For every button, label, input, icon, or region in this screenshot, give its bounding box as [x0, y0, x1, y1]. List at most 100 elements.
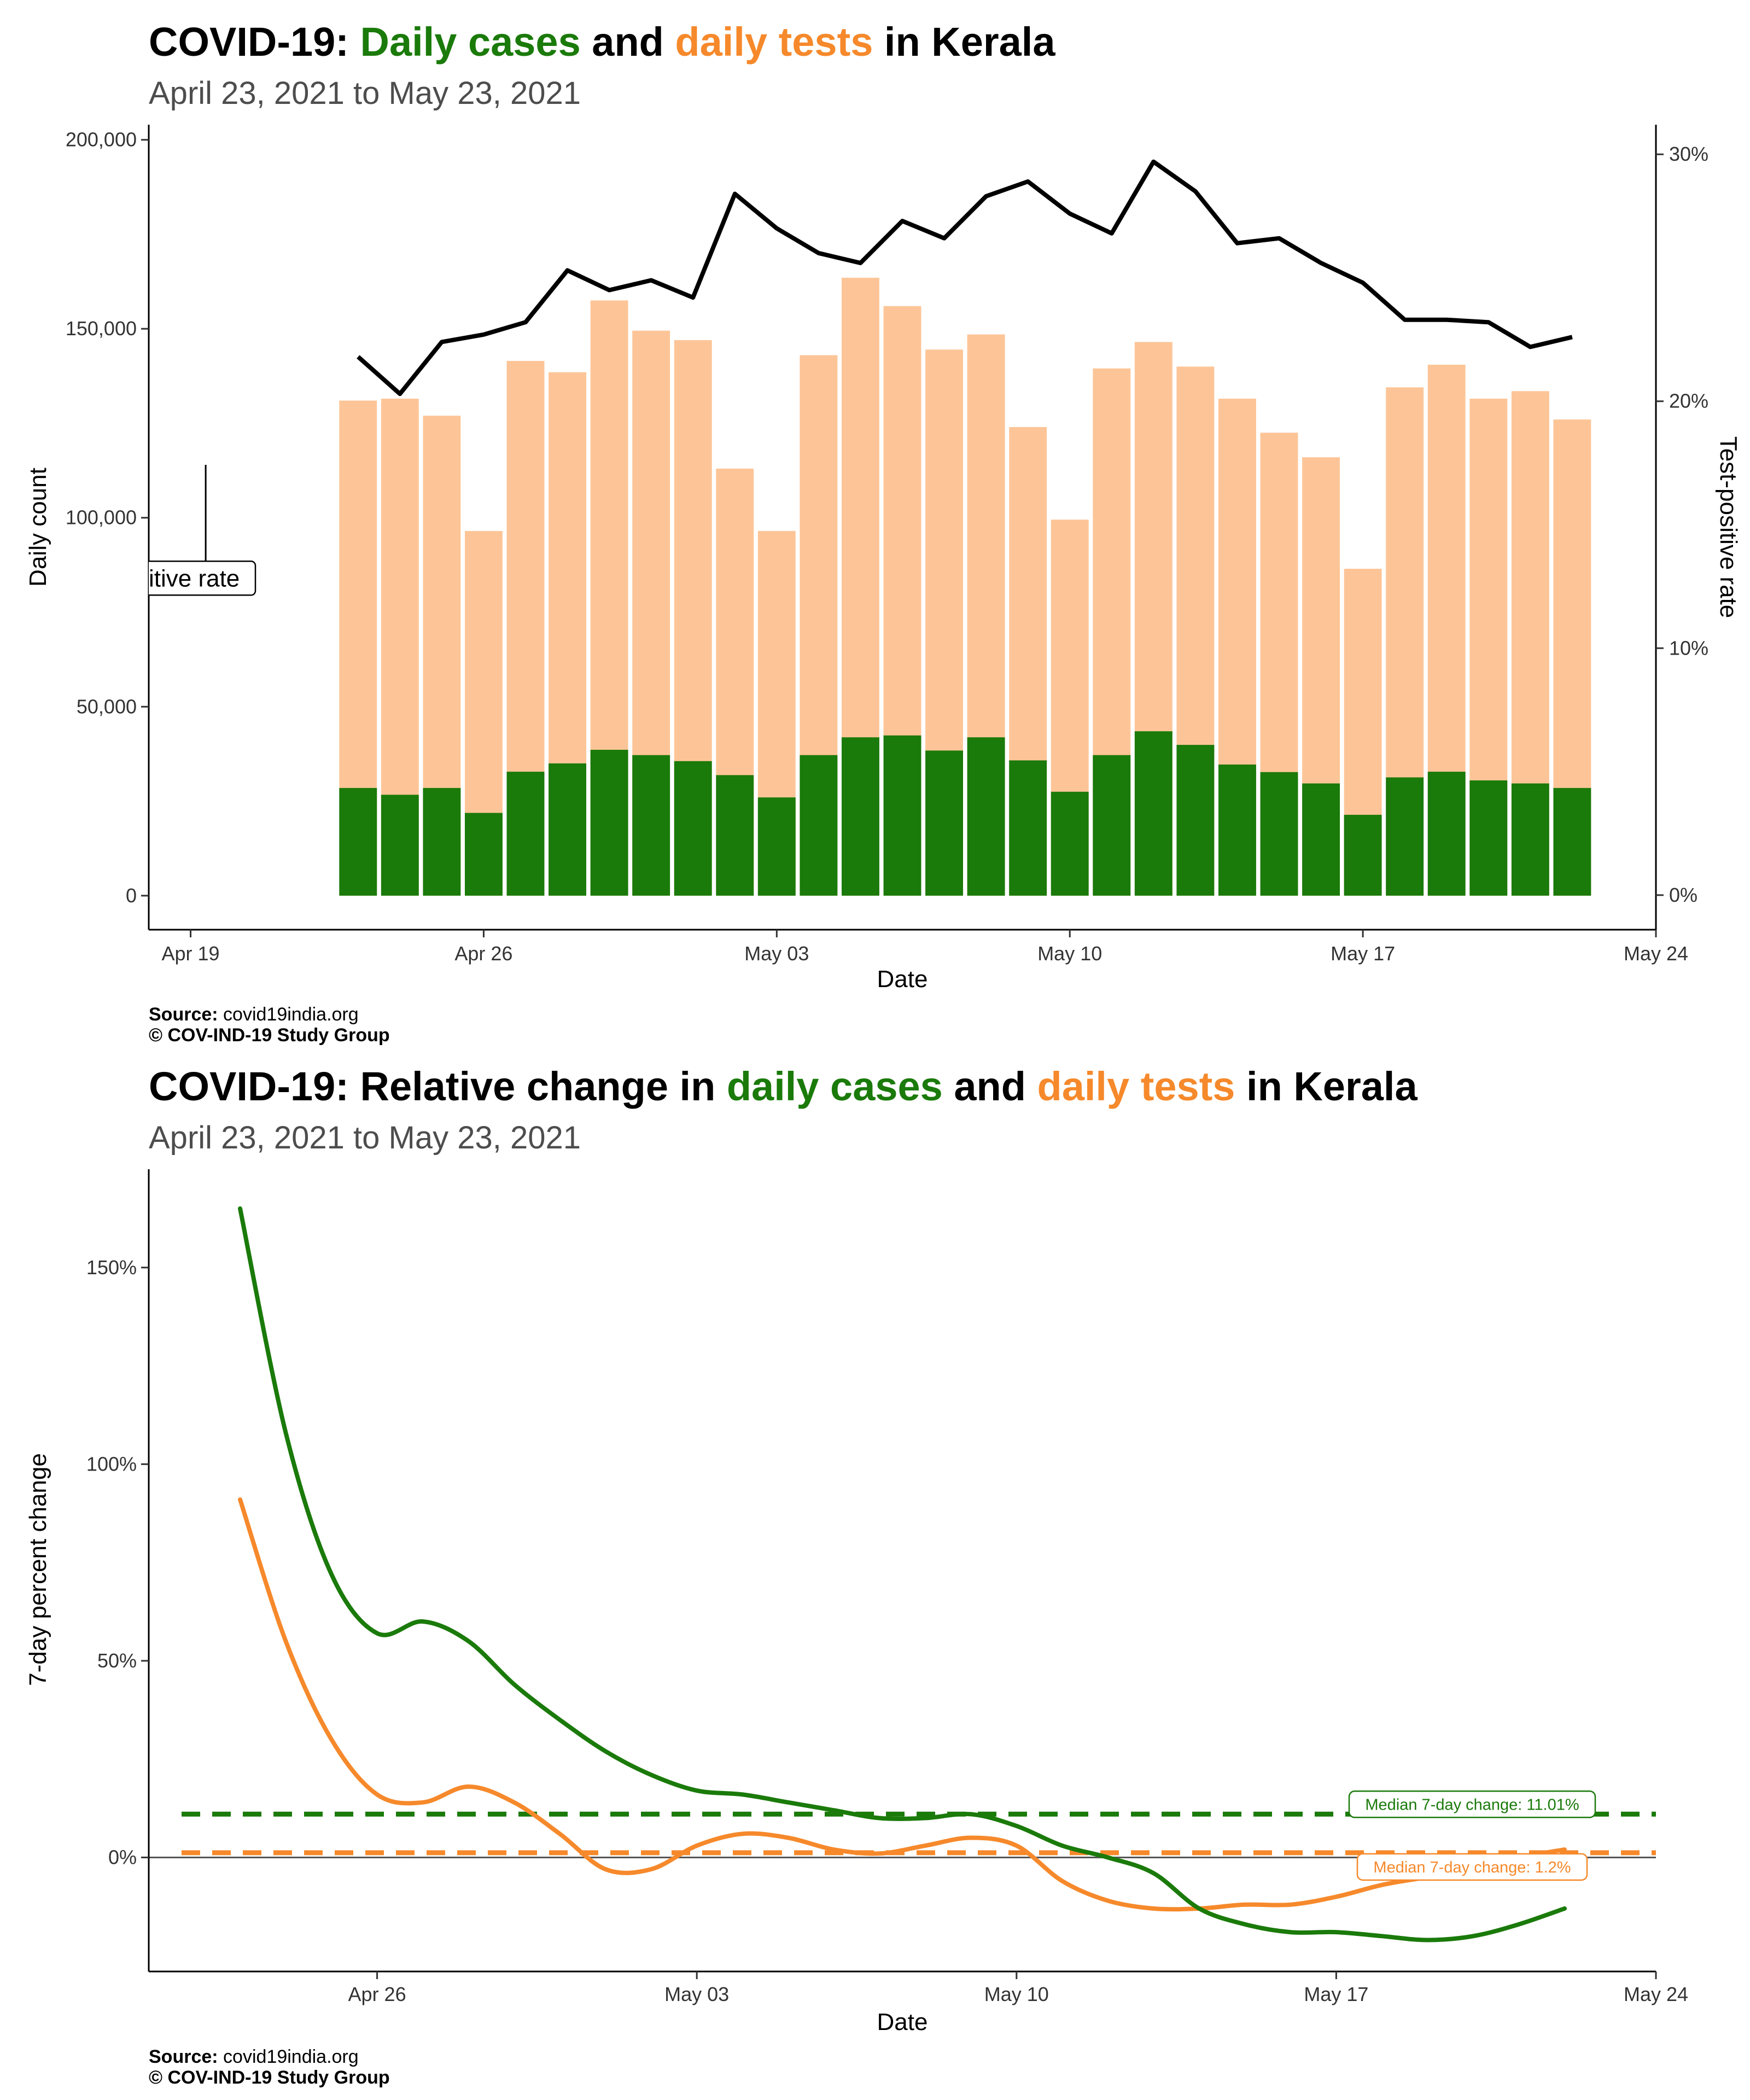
tests-change-line — [238, 1497, 1567, 1912]
case-bar — [1176, 745, 1215, 896]
chart1-annotation-label: Test-positive rate — [58, 565, 240, 592]
y2-tick-label: 30% — [1669, 143, 1708, 165]
chart2-median-cases-box — [1348, 1790, 1596, 1818]
case-bar — [1051, 791, 1089, 896]
x-tick-label: May 24 — [1624, 942, 1688, 965]
chart2-x-label: Date — [877, 2009, 928, 2035]
case-bar — [339, 788, 377, 896]
chart2-y-label: 7-day percent change — [25, 1453, 51, 1686]
chart1-title-prefix: COVID-19: — [149, 19, 360, 65]
case-bar — [464, 813, 503, 896]
x-tick-label: May 03 — [664, 1983, 729, 2005]
y-tick-label: 0% — [108, 1846, 137, 1868]
x-tick-label: May 03 — [744, 942, 809, 965]
chart1-title: COVID-19: Daily cases and daily tests in… — [149, 19, 1055, 65]
chart2-lines — [238, 1206, 1567, 1942]
chart1-y-ticks: 0 50,000 100,000 150,000 200,000 — [66, 129, 149, 907]
chart2-source-label: Source: — [149, 2046, 218, 2067]
chart1-y2-ticks: 0% 10% 20% 30% — [1656, 143, 1708, 906]
case-bar — [1511, 783, 1549, 896]
case-bar — [674, 761, 712, 896]
case-bar — [1553, 788, 1591, 896]
chart-cases-tests: COVID-19: Daily cases and daily tests in… — [25, 19, 1742, 1046]
case-bar — [1260, 772, 1298, 896]
case-bar — [632, 755, 670, 896]
chart2-subtitle: April 23, 2021 to May 23, 2021 — [149, 1120, 581, 1156]
chart1-case-bars — [339, 731, 1591, 896]
chart2-title-tests: daily tests — [1037, 1064, 1235, 1109]
case-bar — [1134, 731, 1172, 896]
chart2-title-mid: and — [943, 1064, 1037, 1109]
chart1-title-cases: Daily cases — [360, 19, 581, 65]
x-tick-label: Apr 26 — [348, 1983, 406, 2005]
chart1-x-label: Date — [877, 966, 928, 993]
case-bar — [506, 772, 545, 896]
chart1-x-ticks: Apr 19 Apr 26 May 03 May 10 May 17 May 24 — [162, 930, 1688, 965]
chart2-median-tests-label: Median 7-day change: 1.2% — [1373, 1859, 1571, 1876]
chart1-title-suffix: in Kerala — [873, 19, 1055, 65]
tpr-line — [357, 159, 1573, 396]
case-bar — [1469, 780, 1508, 896]
case-bar — [549, 763, 587, 896]
chart1-y2-label: Test-positive rate — [1715, 436, 1742, 619]
chart1-title-mid: and — [581, 19, 675, 65]
x-tick-label: May 17 — [1304, 1983, 1368, 2005]
chart2-title-prefix: COVID-19: Relative change in — [149, 1064, 727, 1109]
y2-tick-label: 20% — [1669, 390, 1708, 412]
chart1-y-label: Daily count — [25, 468, 51, 587]
case-bar — [1093, 755, 1131, 896]
y-tick-label: 100,000 — [66, 506, 137, 529]
x-tick-label: May 10 — [1037, 942, 1102, 965]
case-bar — [1386, 777, 1424, 896]
chart1-subtitle: April 23, 2021 to May 23, 2021 — [149, 75, 581, 111]
y-tick-label: 150,000 — [66, 317, 137, 340]
chart2-y-ticks: 0% 50% 100% 150% — [86, 1256, 149, 1868]
y-tick-label: 50,000 — [77, 695, 137, 718]
case-bar — [883, 735, 921, 896]
case-bar — [1218, 764, 1256, 896]
y-tick-label: 50% — [97, 1649, 137, 1672]
x-tick-label: Apr 26 — [454, 942, 512, 965]
y-tick-label: 150% — [86, 1256, 137, 1279]
chart2-x-ticks: Apr 26 May 03 May 10 May 17 May 24 — [348, 1971, 1688, 2005]
case-bar — [590, 750, 628, 896]
cases-change-line — [238, 1206, 1567, 1942]
x-tick-label: May 17 — [1331, 942, 1395, 965]
chart2-median-tests-box — [1356, 1853, 1588, 1881]
chart1-copyright: © COV-IND-19 Study Group — [149, 1025, 390, 1046]
y-tick-label: 100% — [86, 1452, 137, 1475]
case-bar — [716, 775, 754, 896]
x-tick-label: Apr 19 — [162, 942, 220, 965]
y2-tick-label: 0% — [1669, 884, 1698, 906]
case-bar — [1427, 772, 1466, 896]
y-tick-label: 0 — [126, 884, 137, 907]
case-bar — [925, 750, 964, 896]
case-bar — [1009, 760, 1047, 896]
chart1-annotation: Test-positive rate — [58, 464, 256, 596]
case-bar — [1302, 783, 1340, 896]
chart1-source-value: covid19india.org — [218, 1004, 359, 1025]
chart2-source: Source: covid19india.org — [149, 2046, 359, 2067]
chart2-title-suffix: in Kerala — [1235, 1064, 1418, 1109]
y-tick-label: 200,000 — [66, 129, 137, 151]
chart2-title: COVID-19: Relative change in daily cases… — [149, 1064, 1418, 1109]
chart2-title-cases: daily cases — [727, 1064, 943, 1109]
x-tick-label: May 24 — [1624, 1983, 1688, 2005]
case-bar — [841, 737, 879, 896]
chart1-annotation-box — [149, 561, 256, 596]
x-tick-label: May 10 — [984, 1983, 1049, 2005]
chart2-median-cases-label: Median 7-day change: 11.01% — [1365, 1796, 1579, 1813]
chart-relative-change: COVID-19: Relative change in daily cases… — [25, 1064, 1688, 2088]
case-bar — [423, 788, 461, 896]
case-bar — [757, 797, 796, 896]
chart1-tpr-line-group — [357, 159, 1573, 396]
case-bar — [381, 795, 419, 896]
case-bar — [800, 755, 838, 896]
chart1-title-tests: daily tests — [675, 19, 873, 65]
chart1-source: Source: covid19india.org — [149, 1004, 359, 1025]
chart2-median-labels: Median 7-day change: 11.01% Median 7-day… — [1348, 1790, 1596, 1881]
chart1-source-label: Source: — [149, 1004, 218, 1025]
chart2-copyright: © COV-IND-19 Study Group — [149, 2067, 390, 2088]
chart2-source-value: covid19india.org — [218, 2046, 359, 2067]
